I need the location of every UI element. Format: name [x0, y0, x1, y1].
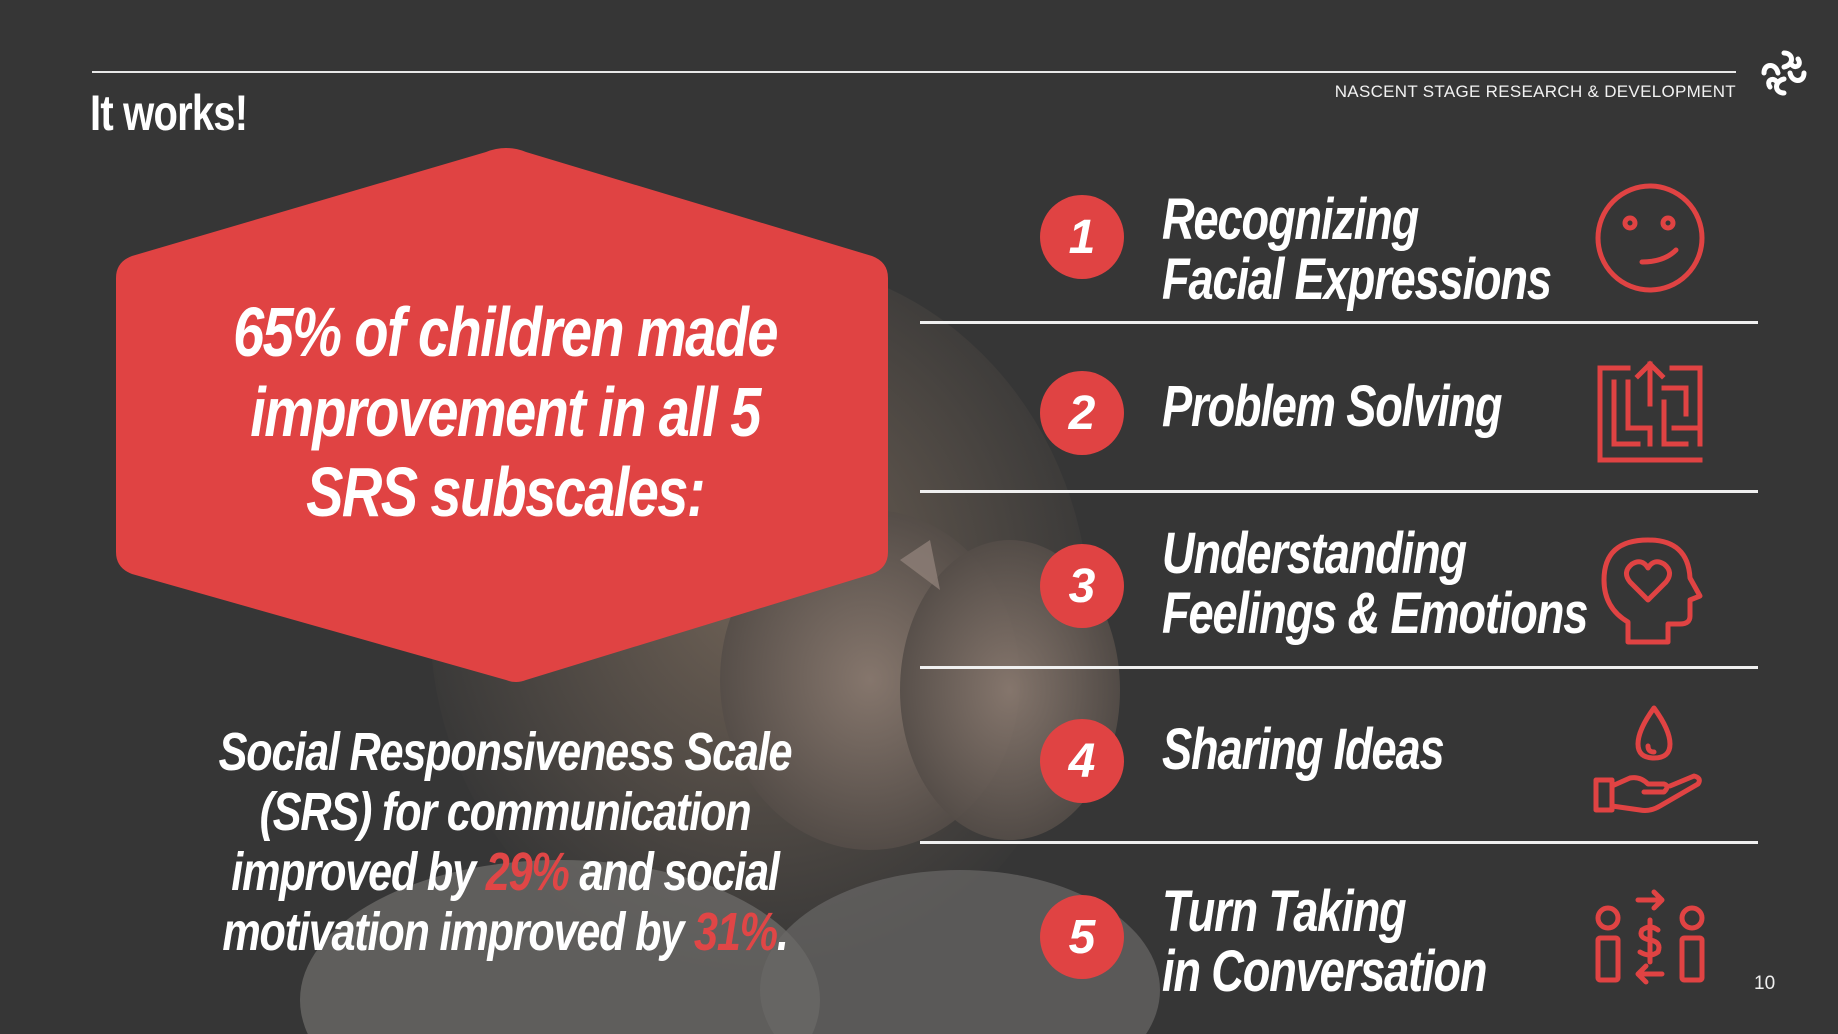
- smiley-face-icon: [1595, 183, 1705, 293]
- head-heart-icon: [1601, 537, 1703, 645]
- subscale-item-5: 5 Turn Taking in Conversation: [920, 882, 1758, 1010]
- subscale-label: Turn Taking in Conversation: [1162, 879, 1487, 1004]
- company-name: NASCENT STAGE RESEARCH & DEVELOPMENT: [1334, 82, 1736, 101]
- note-text-1: Social Responsiveness Scale (SRS) for co…: [218, 722, 793, 902]
- divider-3: [920, 666, 1758, 669]
- divider-1: [920, 321, 1758, 324]
- divider-4: [920, 841, 1758, 844]
- maze-icon: [1597, 360, 1703, 463]
- number-badge: 4: [1040, 719, 1124, 803]
- motivation-percent: 31%: [693, 902, 778, 962]
- number-badge: 3: [1040, 544, 1124, 628]
- header-divider: [92, 71, 1736, 73]
- communication-percent: 29%: [485, 842, 570, 902]
- note-text-3: .: [776, 902, 789, 962]
- subscale-label: Sharing Ideas: [1162, 717, 1445, 782]
- subscale-item-4: 4 Sharing Ideas: [920, 705, 1758, 838]
- divider-2: [920, 490, 1758, 493]
- number-badge: 2: [1040, 371, 1124, 455]
- people-exchange-icon: [1595, 889, 1705, 985]
- srs-note: Social Responsiveness Scale (SRS) for co…: [173, 722, 837, 962]
- company-logo: [1761, 50, 1807, 96]
- hand-drop-icon: [1593, 705, 1702, 813]
- subscale-label: Understanding Feelings & Emotions: [1162, 521, 1588, 646]
- number-badge: 1: [1040, 195, 1124, 279]
- subscale-label: Problem Solving: [1162, 374, 1503, 439]
- slide-title: It works!: [90, 85, 248, 141]
- number-badge: 5: [1040, 895, 1124, 979]
- subscale-item-1: 1 Recognizing Facial Expressions: [920, 180, 1758, 320]
- subscale-label: Recognizing Facial Expressions: [1162, 187, 1552, 312]
- note-text-2: and social motivation improved by: [222, 842, 780, 962]
- page-number: 10: [1754, 973, 1776, 994]
- highlight-hexagon: [116, 148, 888, 682]
- subscale-item-3: 3 Understanding Feelings & Emotions: [920, 524, 1758, 660]
- headline: 65% of children made improvement in all …: [233, 293, 778, 531]
- subscale-item-2: 2 Problem Solving: [920, 360, 1758, 480]
